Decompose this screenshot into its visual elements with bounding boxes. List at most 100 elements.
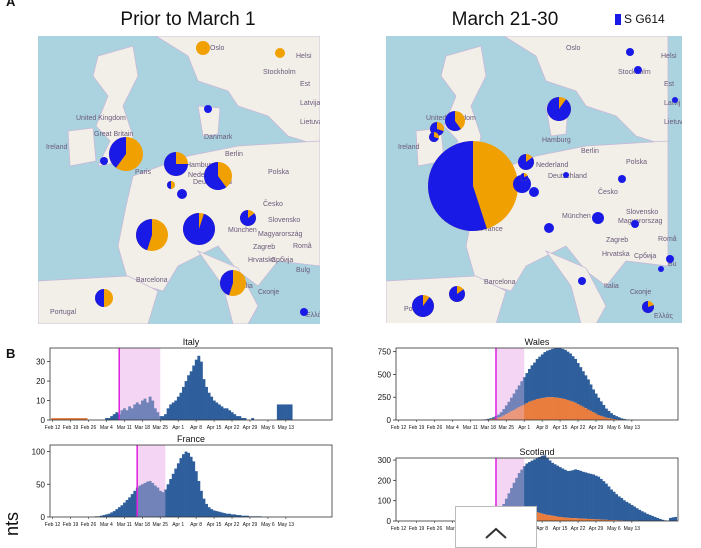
bar-g614 [646, 514, 649, 521]
bar-g614 [584, 472, 587, 518]
pie-slice-g614 [183, 213, 215, 245]
bar-g614 [556, 466, 559, 517]
bar-g614 [174, 401, 177, 420]
pie-slice-g614 [626, 48, 634, 56]
bar-g614 [561, 469, 564, 518]
x-tick-label: May 13 [278, 522, 295, 528]
bar-g614 [531, 365, 534, 401]
bar-d614 [543, 398, 546, 420]
bar-d614 [556, 517, 559, 521]
y-tick-label: 10 [36, 397, 45, 406]
bar-g614 [218, 404, 221, 420]
bar-g614 [533, 363, 536, 400]
bar-g614 [590, 384, 593, 410]
bar-g614 [210, 509, 213, 517]
bar-g614 [584, 375, 587, 408]
bar-g614 [167, 484, 170, 517]
scroll-up-popup[interactable] [455, 506, 537, 548]
bar-g614 [169, 404, 172, 420]
map-place-label: Hamburg [542, 137, 571, 144]
map-place-label: Berlin [581, 148, 599, 155]
bar-d614 [528, 402, 531, 420]
x-tick-label: Mar 11 [117, 522, 132, 528]
right-map-svg: OsloHelsiStockholmEstLatvijLietuvUnited … [386, 36, 682, 323]
bar-g614 [197, 356, 200, 420]
pie-belgium [167, 181, 175, 189]
bar-g614 [628, 503, 631, 520]
bar-g614 [549, 460, 552, 515]
bar-g614 [543, 352, 546, 398]
bar-g614 [620, 498, 623, 520]
bar-g614 [559, 467, 562, 517]
pie-italy [220, 270, 246, 296]
bar-g614 [541, 456, 544, 514]
bar-d614 [543, 514, 546, 521]
bar-g614 [610, 413, 613, 418]
bar-g614 [654, 517, 657, 521]
bar-g614 [164, 414, 167, 420]
bar-g614 [282, 404, 285, 420]
map-place-label: Slovensko [268, 217, 300, 224]
bar-g614 [613, 492, 616, 520]
map-place-label: Latvija [300, 100, 320, 107]
bar-d614 [546, 397, 549, 420]
bar-g614 [220, 406, 223, 420]
x-tick-label: May 6 [607, 526, 621, 532]
bar-g614 [208, 507, 211, 517]
map-place-label: München [562, 213, 591, 220]
map-place-label: Danmark [204, 134, 233, 141]
map-place-label: Berlin [225, 151, 243, 158]
bar-d614 [590, 411, 593, 420]
x-tick-label: Apr 22 [571, 425, 586, 431]
pie-slice-g614 [672, 97, 678, 103]
pie-france [136, 219, 168, 251]
bar-g614 [228, 514, 231, 517]
bar-g614 [569, 353, 572, 400]
bar-g614 [543, 455, 546, 514]
x-tick-label: Apr 8 [536, 526, 548, 532]
chevron-up-icon[interactable] [456, 507, 536, 547]
map-place-label: Portugal [50, 309, 77, 316]
x-tick-label: Apr 15 [207, 425, 222, 431]
x-tick-label: Mar 18 [135, 522, 151, 528]
x-tick-label: Apr 22 [225, 425, 240, 431]
bar-g614 [643, 512, 646, 521]
panel-a-label: A [6, 0, 15, 9]
bar-g614 [551, 349, 554, 397]
pie-slice-g614 [547, 97, 571, 121]
bar-g614 [187, 453, 190, 517]
bar-g614 [203, 379, 206, 420]
bar-g614 [210, 397, 213, 420]
bar-g614 [541, 354, 544, 398]
x-tick-label: Apr 29 [243, 425, 258, 431]
bar-g614 [651, 516, 654, 521]
bar-d614 [595, 414, 598, 420]
bar-g614 [228, 410, 231, 420]
pie-slice-g614 [100, 157, 108, 165]
x-tick-label: Mar 25 [152, 522, 168, 528]
bar-g614 [610, 490, 613, 520]
bar-d614 [538, 513, 541, 521]
map-place-label: Barcelona [136, 277, 168, 284]
pie-germany [529, 187, 539, 197]
bar-g614 [487, 419, 490, 420]
y-tick-label: 0 [41, 513, 46, 522]
bar-g614 [556, 348, 559, 398]
bar-g614 [525, 373, 528, 403]
bar-g614 [226, 514, 229, 517]
bar-g614 [574, 469, 577, 518]
x-tick-label: May 6 [261, 425, 275, 431]
map-place-label: Zagreb [606, 237, 628, 244]
bar-g614 [577, 470, 580, 518]
bar-d614 [577, 404, 580, 420]
bar-g614 [192, 461, 195, 517]
map-place-label: Polska [268, 169, 289, 176]
pie-slice-g614 [592, 212, 604, 224]
map-place-label: Lietuv [664, 119, 682, 126]
bar-g614 [195, 471, 198, 517]
bar-d614 [569, 401, 572, 420]
bar-g614 [215, 402, 218, 420]
bar-g614 [213, 510, 216, 517]
bar-g614 [174, 469, 177, 517]
